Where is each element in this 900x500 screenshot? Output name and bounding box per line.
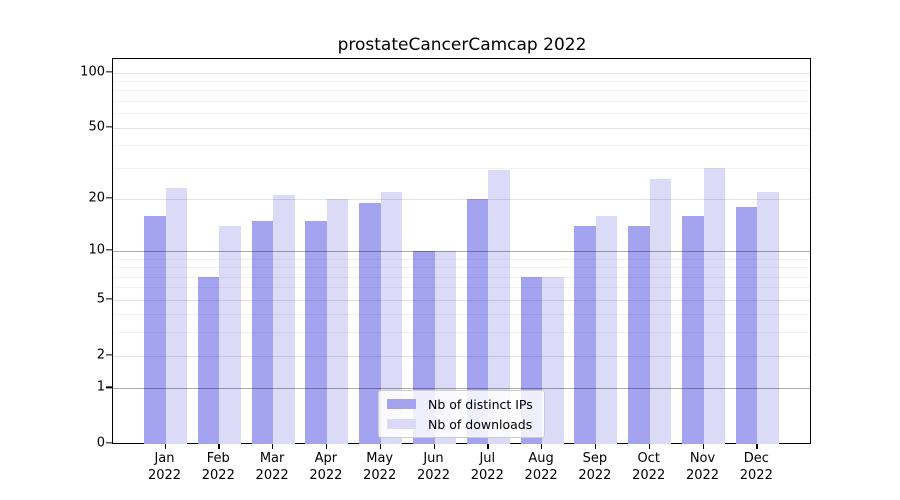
legend-row-downloads: Nb of downloads [387, 417, 536, 432]
bar-distinct-ips-dec [735, 207, 758, 444]
bars-layer [113, 59, 810, 444]
bar-distinct-ips-jan [144, 215, 166, 444]
bar-downloads-jul [488, 170, 510, 444]
legend-swatch-distinct-ips [387, 399, 416, 409]
x-tick-label-apr: Apr 2022 [309, 451, 343, 483]
x-tick-mark [218, 444, 220, 449]
y-tick-label-100: 100 [80, 64, 105, 80]
bar-downloads-feb [219, 226, 241, 444]
legend: Nb of distinct IPs Nb of downloads [378, 390, 545, 438]
bar-downloads-sep [595, 215, 618, 444]
y-tick-label-5: 5 [96, 291, 105, 307]
y-tick-label-50: 50 [88, 119, 105, 135]
x-tick-mark [648, 444, 650, 449]
x-tick-label-jun: Jun 2022 [416, 451, 451, 483]
bar-downloads-may [380, 191, 403, 444]
x-tick-label-dec: Dec 2022 [739, 451, 773, 483]
bar-downloads-jan [165, 188, 187, 444]
y-tick-label-10: 10 [88, 242, 105, 258]
bar-distinct-ips-may [359, 202, 381, 444]
x-tick-mark [702, 444, 704, 449]
y-tick-mark [106, 197, 112, 199]
y-tick-label-2: 2 [96, 347, 105, 363]
bar-distinct-ips-mar [251, 220, 274, 444]
bar-downloads-apr [326, 198, 349, 444]
x-tick-mark [379, 444, 381, 449]
x-tick-label-jul: Jul 2022 [470, 451, 504, 483]
x-tick-label-mar: Mar 2022 [255, 451, 289, 483]
x-tick-mark [325, 444, 328, 449]
legend-swatch-downloads [387, 419, 416, 429]
x-tick-label-jan: Jan 2022 [147, 451, 182, 483]
bar-downloads-aug [542, 276, 564, 444]
y-tick-mark [106, 298, 112, 300]
y-tick-label-1: 1 [96, 379, 105, 395]
x-tick-mark [164, 444, 166, 449]
y-tick-mark [106, 442, 112, 444]
bar-distinct-ips-apr [305, 220, 327, 444]
bar-downloads-nov [703, 167, 725, 444]
x-tick-mark [433, 444, 435, 449]
plot-area [112, 58, 811, 444]
bar-downloads-mar [273, 195, 295, 444]
bar-distinct-ips-nov [682, 215, 704, 444]
bar-distinct-ips-jul [466, 198, 489, 444]
x-tick-mark [272, 444, 274, 449]
bar-distinct-ips-sep [574, 226, 596, 444]
x-tick-label-nov: Nov 2022 [685, 451, 720, 483]
y-tick-mark [106, 353, 112, 356]
legend-label-downloads: Nb of downloads [428, 416, 533, 432]
x-tick-label-aug: Aug 2022 [524, 451, 558, 483]
x-tick-mark [594, 444, 597, 449]
bar-distinct-ips-feb [197, 276, 220, 444]
x-tick-label-oct: Oct 2022 [632, 451, 666, 483]
y-tick-label-20: 20 [88, 190, 105, 206]
bar-distinct-ips-oct [628, 226, 650, 444]
legend-row-distinct-ips: Nb of distinct IPs [387, 397, 536, 412]
y-tick-label-0: 0 [96, 435, 105, 451]
y-tick-mark [106, 386, 112, 388]
y-tick-mark [106, 70, 112, 73]
x-tick-mark [756, 444, 758, 449]
x-tick-label-may: May 2022 [363, 451, 397, 483]
legend-label-distinct-ips: Nb of distinct IPs [428, 396, 533, 412]
y-tick-mark [106, 249, 112, 251]
y-tick-mark [106, 125, 112, 128]
x-tick-mark [487, 444, 489, 449]
x-tick-label-sep: Sep 2022 [578, 451, 612, 483]
x-tick-label-feb: Feb 2022 [201, 451, 235, 483]
x-tick-mark [541, 444, 543, 449]
bar-downloads-oct [649, 178, 672, 444]
bar-downloads-dec [757, 191, 779, 444]
chart-title: prostateCancerCamcap 2022 [337, 35, 587, 55]
